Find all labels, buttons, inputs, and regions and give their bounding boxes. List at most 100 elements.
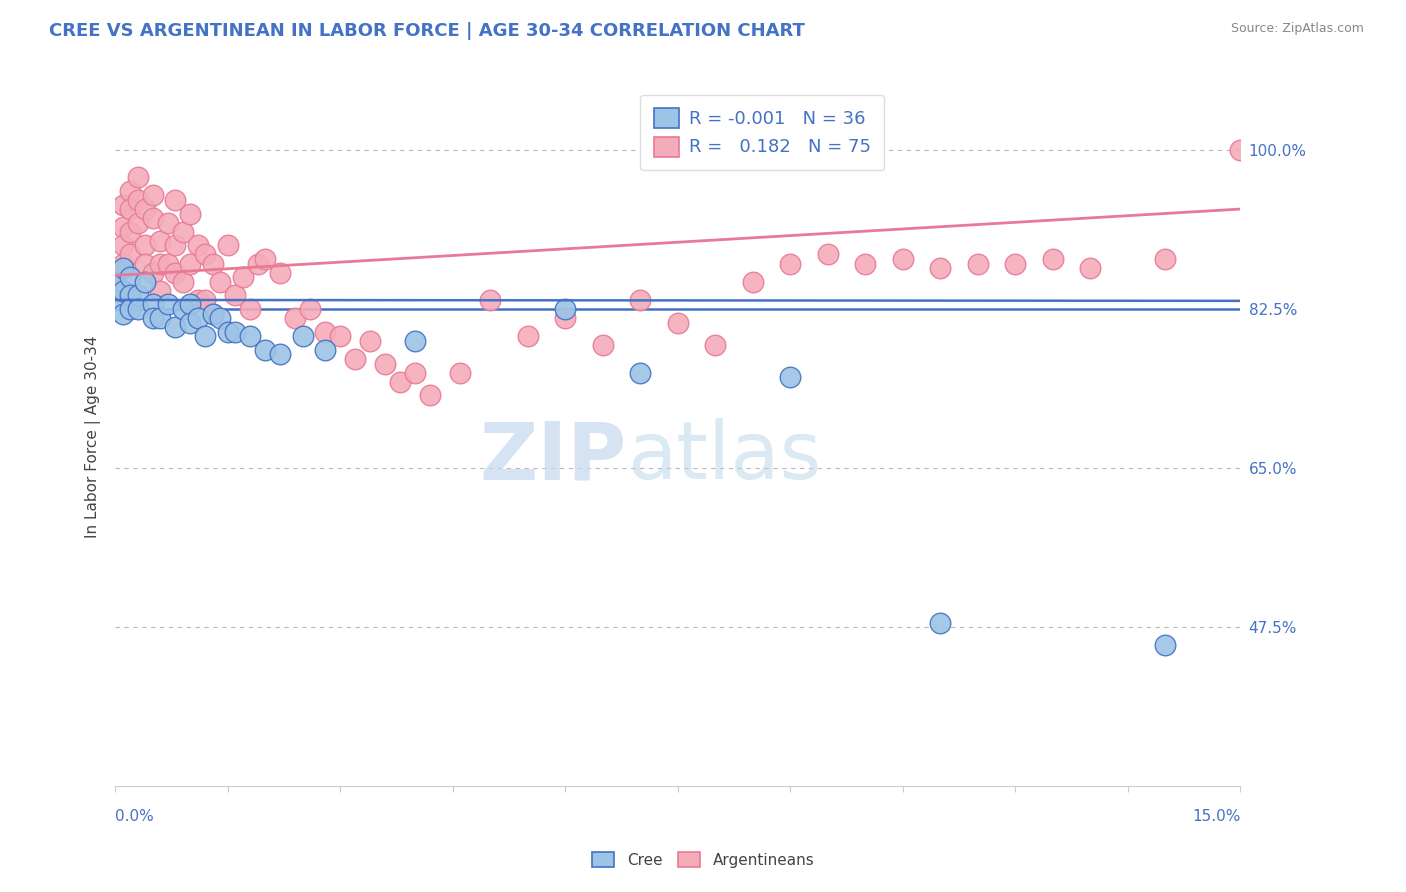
- Point: [134, 202, 156, 216]
- Point: [134, 257, 156, 271]
- Point: [165, 193, 187, 207]
- Point: [554, 301, 576, 316]
- Point: [179, 206, 201, 220]
- Point: [404, 334, 426, 348]
- Point: [111, 238, 134, 252]
- Point: [929, 261, 952, 276]
- Point: [449, 366, 471, 380]
- Point: [1004, 257, 1026, 271]
- Y-axis label: In Labor Force | Age 30-34: In Labor Force | Age 30-34: [86, 335, 101, 538]
- Point: [554, 311, 576, 326]
- Point: [156, 297, 179, 311]
- Point: [111, 257, 134, 271]
- Point: [404, 366, 426, 380]
- Point: [111, 220, 134, 235]
- Point: [127, 216, 149, 230]
- Point: [127, 301, 149, 316]
- Legend: Cree, Argentineans: Cree, Argentineans: [585, 846, 821, 873]
- Point: [187, 238, 209, 252]
- Point: [179, 257, 201, 271]
- Point: [104, 284, 127, 298]
- Point: [779, 370, 801, 384]
- Point: [217, 325, 239, 339]
- Point: [209, 311, 232, 326]
- Point: [254, 343, 277, 357]
- Point: [111, 307, 134, 321]
- Point: [104, 275, 127, 289]
- Point: [142, 311, 165, 326]
- Point: [209, 275, 232, 289]
- Point: [127, 193, 149, 207]
- Text: Source: ZipAtlas.com: Source: ZipAtlas.com: [1230, 22, 1364, 36]
- Point: [187, 293, 209, 307]
- Point: [666, 316, 689, 330]
- Point: [142, 188, 165, 202]
- Point: [179, 297, 201, 311]
- Point: [217, 238, 239, 252]
- Point: [1042, 252, 1064, 266]
- Point: [172, 301, 194, 316]
- Point: [142, 211, 165, 226]
- Point: [111, 197, 134, 211]
- Point: [127, 170, 149, 185]
- Point: [479, 293, 502, 307]
- Point: [374, 357, 396, 371]
- Point: [201, 307, 224, 321]
- Point: [172, 275, 194, 289]
- Point: [516, 329, 538, 343]
- Point: [149, 257, 172, 271]
- Point: [165, 266, 187, 280]
- Point: [269, 266, 291, 280]
- Point: [149, 234, 172, 248]
- Point: [628, 366, 651, 380]
- Point: [111, 261, 134, 276]
- Point: [156, 216, 179, 230]
- Point: [389, 375, 412, 389]
- Point: [142, 266, 165, 280]
- Point: [224, 325, 246, 339]
- Point: [120, 247, 142, 261]
- Point: [149, 311, 172, 326]
- Point: [194, 293, 217, 307]
- Point: [239, 329, 262, 343]
- Point: [224, 288, 246, 302]
- Point: [120, 184, 142, 198]
- Point: [165, 238, 187, 252]
- Point: [120, 301, 142, 316]
- Point: [201, 257, 224, 271]
- Point: [120, 270, 142, 285]
- Point: [966, 257, 988, 271]
- Point: [165, 320, 187, 334]
- Point: [120, 225, 142, 239]
- Point: [1078, 261, 1101, 276]
- Point: [201, 307, 224, 321]
- Point: [239, 301, 262, 316]
- Point: [134, 238, 156, 252]
- Point: [1154, 638, 1177, 652]
- Point: [104, 293, 127, 307]
- Point: [419, 388, 441, 402]
- Point: [134, 275, 156, 289]
- Point: [194, 247, 217, 261]
- Point: [704, 338, 727, 352]
- Point: [779, 257, 801, 271]
- Point: [891, 252, 914, 266]
- Point: [120, 288, 142, 302]
- Point: [149, 284, 172, 298]
- Text: 15.0%: 15.0%: [1192, 809, 1240, 824]
- Point: [741, 275, 763, 289]
- Point: [592, 338, 614, 352]
- Point: [254, 252, 277, 266]
- Point: [817, 247, 839, 261]
- Legend: R = -0.001   N = 36, R =   0.182   N = 75: R = -0.001 N = 36, R = 0.182 N = 75: [640, 95, 884, 170]
- Point: [179, 316, 201, 330]
- Point: [1229, 143, 1251, 157]
- Point: [853, 257, 876, 271]
- Point: [314, 325, 336, 339]
- Point: [329, 329, 352, 343]
- Point: [172, 225, 194, 239]
- Point: [299, 301, 322, 316]
- Point: [156, 257, 179, 271]
- Point: [314, 343, 336, 357]
- Point: [142, 297, 165, 311]
